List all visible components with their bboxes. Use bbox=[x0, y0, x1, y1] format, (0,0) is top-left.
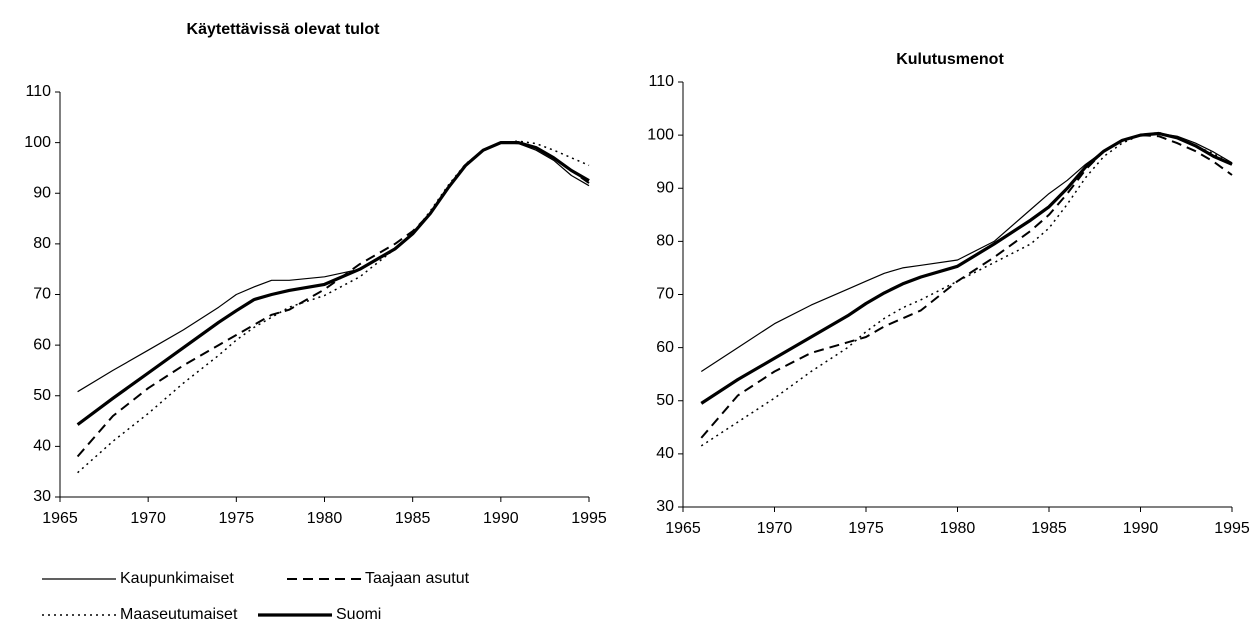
x-tick-label: 1970 bbox=[130, 510, 166, 527]
data-line bbox=[700, 132, 1233, 373]
y-tick-label: 50 bbox=[33, 387, 51, 404]
data-line bbox=[76, 141, 590, 426]
x-tick-label: 1965 bbox=[665, 520, 701, 537]
x-tick-label: 1995 bbox=[571, 510, 607, 527]
y-tick-label: 50 bbox=[656, 392, 674, 409]
y-tick-label: 80 bbox=[33, 235, 51, 252]
y-tick-label: 90 bbox=[33, 184, 51, 201]
y-tick-label: 100 bbox=[647, 126, 674, 143]
y-tick-label: 90 bbox=[656, 179, 674, 196]
x-tick-label: 1990 bbox=[1123, 520, 1159, 537]
data-line bbox=[77, 142, 590, 393]
x-tick-label: 1975 bbox=[219, 510, 255, 527]
legend-label: Maaseutumaiset bbox=[120, 606, 238, 623]
legend-label: Kaupunkimaiset bbox=[120, 570, 234, 587]
data-line bbox=[700, 131, 1233, 447]
x-tick-label: 1975 bbox=[848, 520, 884, 537]
x-tick-label: 1985 bbox=[1031, 520, 1067, 537]
y-tick-label: 70 bbox=[656, 286, 674, 303]
data-line bbox=[77, 140, 590, 474]
y-tick-label: 100 bbox=[24, 134, 51, 151]
x-tick-label: 1985 bbox=[395, 510, 431, 527]
y-tick-label: 40 bbox=[33, 438, 51, 455]
x-tick-label: 1970 bbox=[757, 520, 793, 537]
legend-label: Taajaan asutut bbox=[365, 570, 470, 587]
x-tick-label: 1965 bbox=[42, 510, 78, 527]
chart-title: Käytettävissä olevat tulot bbox=[187, 21, 381, 38]
y-tick-label: 80 bbox=[656, 233, 674, 250]
y-tick-label: 60 bbox=[656, 339, 674, 356]
data-line bbox=[700, 134, 1233, 439]
y-tick-label: 110 bbox=[648, 73, 674, 90]
y-tick-label: 60 bbox=[33, 336, 51, 353]
x-tick-label: 1990 bbox=[483, 510, 519, 527]
y-tick-label: 30 bbox=[656, 498, 674, 515]
y-tick-label: 40 bbox=[656, 445, 674, 462]
x-tick-label: 1995 bbox=[1214, 520, 1250, 537]
data-line bbox=[700, 131, 1233, 405]
y-tick-label: 30 bbox=[33, 488, 51, 505]
data-line bbox=[76, 141, 590, 458]
x-tick-label: 1980 bbox=[307, 510, 343, 527]
chart-title: Kulutusmenot bbox=[896, 51, 1004, 68]
y-tick-label: 70 bbox=[33, 286, 51, 303]
y-tick-label: 110 bbox=[25, 83, 51, 100]
x-tick-label: 1980 bbox=[940, 520, 976, 537]
legend-label: Suomi bbox=[336, 606, 381, 623]
